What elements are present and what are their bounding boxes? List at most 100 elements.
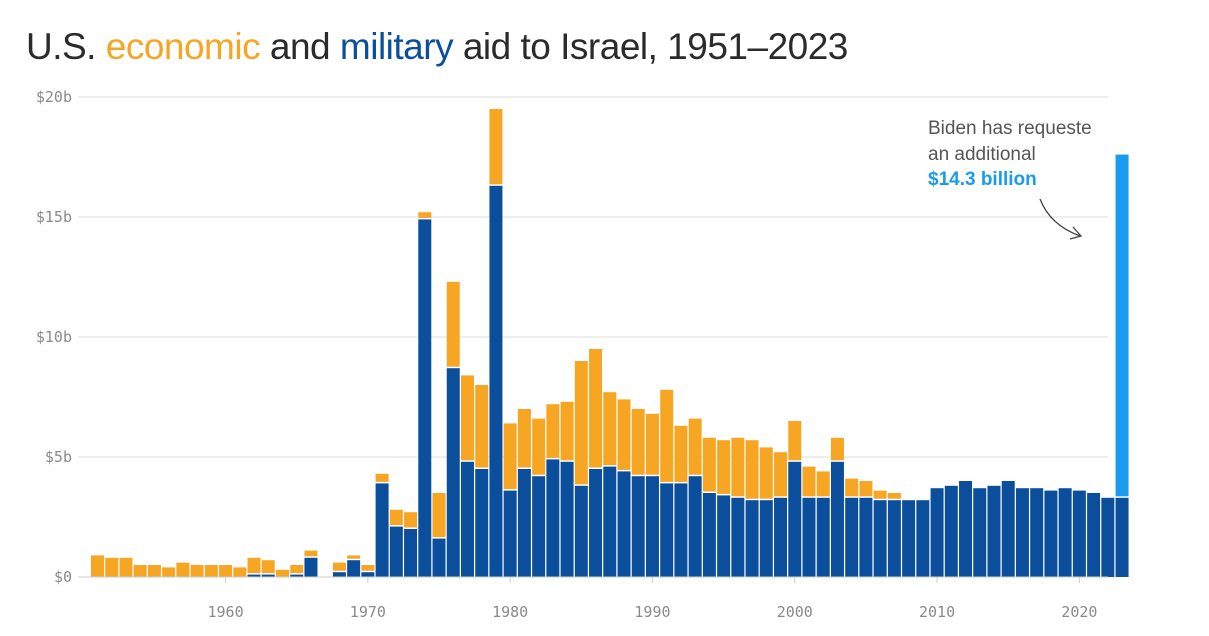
bar-military bbox=[603, 466, 617, 577]
bar-economic bbox=[332, 562, 346, 571]
bar-economic bbox=[788, 421, 802, 461]
bar-economic bbox=[560, 401, 574, 461]
bar-military bbox=[532, 476, 546, 577]
bar-economic bbox=[247, 557, 261, 574]
annotation-line-3: $14.3 billion bbox=[928, 169, 1037, 190]
bar-economic bbox=[631, 409, 645, 475]
bar-military bbox=[802, 497, 816, 577]
bar-economic bbox=[873, 490, 887, 499]
bar-military bbox=[1115, 497, 1129, 577]
y-tick-label: $5b bbox=[45, 448, 72, 466]
bar-military bbox=[731, 497, 745, 577]
bar-military bbox=[702, 493, 716, 577]
y-tick-label: $15b bbox=[36, 208, 72, 226]
bar-military bbox=[1058, 488, 1072, 577]
bar-military bbox=[1072, 490, 1086, 577]
bar-economic bbox=[105, 557, 119, 577]
bar-economic bbox=[460, 375, 474, 461]
bar-economic bbox=[546, 404, 560, 458]
bar-economic bbox=[503, 423, 517, 490]
bar-economic bbox=[190, 565, 204, 577]
bar-economic bbox=[389, 509, 403, 526]
bar-military bbox=[574, 485, 588, 577]
annotation: Biden has requeste an additional $14.3 b… bbox=[928, 118, 1092, 240]
bar-economic bbox=[361, 565, 375, 571]
bar-military bbox=[930, 488, 944, 577]
bar-military bbox=[660, 483, 674, 577]
bar-military bbox=[688, 476, 702, 577]
bar-military bbox=[973, 488, 987, 577]
bar-economic bbox=[162, 567, 176, 577]
bar-economic bbox=[517, 409, 531, 468]
bar-military bbox=[1030, 488, 1044, 577]
bar-economic bbox=[589, 349, 603, 468]
bar-military bbox=[617, 471, 631, 577]
bar-economic bbox=[574, 361, 588, 485]
bar-economic bbox=[404, 512, 418, 528]
x-tick-label: 2000 bbox=[777, 603, 813, 621]
bar-military bbox=[418, 219, 432, 577]
bar-economic bbox=[745, 440, 759, 499]
x-tick-label: 1960 bbox=[208, 603, 244, 621]
annotation-line-1: Biden has requeste bbox=[928, 118, 1092, 139]
bar-economic bbox=[133, 565, 147, 577]
x-tick-label: 1970 bbox=[350, 603, 386, 621]
bar-military bbox=[560, 461, 574, 577]
bar-military bbox=[332, 572, 346, 577]
bar-economic bbox=[233, 567, 247, 577]
bar-economic bbox=[845, 478, 859, 497]
bar-military bbox=[944, 485, 958, 577]
bar-military bbox=[873, 500, 887, 577]
title-economic-word: economic bbox=[105, 26, 261, 67]
bar-economic bbox=[859, 481, 873, 497]
bar-military bbox=[290, 574, 304, 577]
bar-military bbox=[261, 574, 275, 577]
bar-military bbox=[404, 529, 418, 577]
bar-economic bbox=[432, 493, 446, 538]
bar-economic bbox=[147, 565, 161, 577]
bar-military bbox=[645, 476, 659, 577]
bar-military bbox=[674, 483, 688, 577]
bar-economic bbox=[475, 385, 489, 468]
bar-economic bbox=[731, 437, 745, 497]
y-tick-label: $10b bbox=[36, 328, 72, 346]
bar-military bbox=[589, 469, 603, 577]
x-axis: 1960 1970 1980 1990 2000 2010 2020 bbox=[78, 576, 1108, 621]
bar-military bbox=[987, 485, 1001, 577]
bar-requested bbox=[1115, 154, 1129, 497]
bar-economic bbox=[91, 555, 104, 577]
bar-economic bbox=[774, 452, 788, 497]
bar-military bbox=[1015, 488, 1029, 577]
bar-economic bbox=[816, 471, 830, 497]
x-tick-label: 2020 bbox=[1061, 603, 1097, 621]
bar-military bbox=[1044, 490, 1058, 577]
bar-military bbox=[759, 500, 773, 577]
chart-title: U.S. economic and military aid to Israel… bbox=[26, 26, 848, 68]
y-tick-label: $0 bbox=[54, 568, 72, 586]
bar-economic bbox=[674, 425, 688, 482]
bar-military bbox=[546, 459, 560, 577]
bar-economic bbox=[119, 557, 133, 577]
title-prefix: U.S. bbox=[26, 26, 106, 67]
bar-economic bbox=[830, 437, 844, 461]
bar-economic bbox=[489, 109, 503, 185]
x-tick-label: 1990 bbox=[634, 603, 670, 621]
annotation-arrow bbox=[1039, 198, 1081, 237]
bar-military bbox=[717, 495, 731, 577]
x-tick-label: 1980 bbox=[492, 603, 528, 621]
bar-military bbox=[830, 461, 844, 577]
bar-military bbox=[503, 490, 517, 577]
bar-military bbox=[247, 574, 261, 577]
y-tick-label: $20b bbox=[36, 88, 72, 106]
bar-economic bbox=[290, 565, 304, 574]
bar-economic bbox=[887, 493, 901, 499]
bar-military bbox=[347, 560, 361, 577]
bar-economic bbox=[617, 399, 631, 470]
bar-economic bbox=[603, 392, 617, 466]
bar-economic bbox=[660, 389, 674, 482]
bar-economic bbox=[219, 565, 233, 577]
bar-economic bbox=[261, 560, 275, 574]
bar-economic bbox=[204, 565, 218, 577]
bar-military bbox=[1087, 493, 1101, 577]
